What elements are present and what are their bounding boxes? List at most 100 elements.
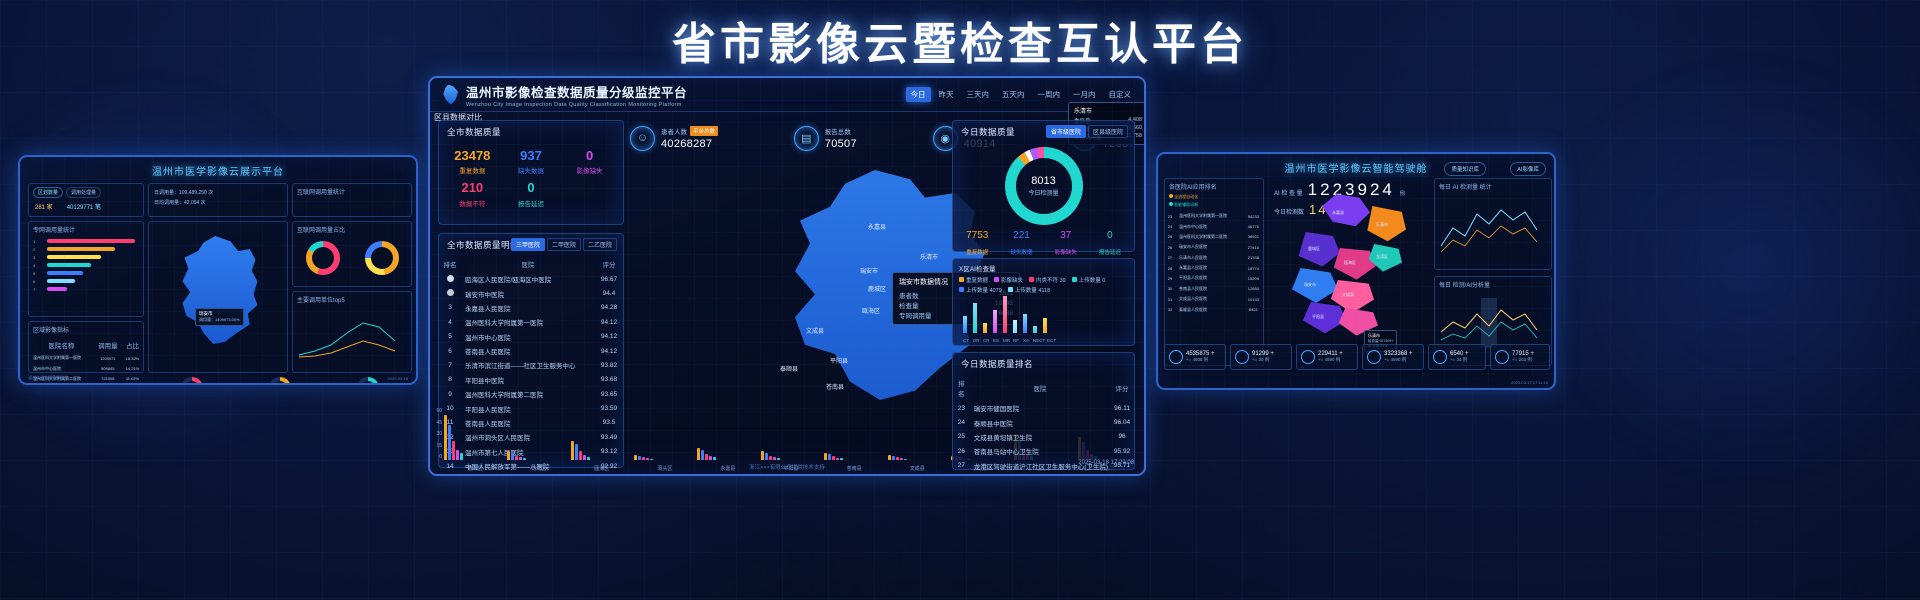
list-item[interactable]: 28 永嘉县人民医院 18774 bbox=[1167, 265, 1259, 271]
list-item[interactable]: 23 温州医科大学附属第一医院 54233 bbox=[1167, 213, 1259, 219]
kpi-label-0: 患者人数 bbox=[661, 129, 687, 136]
right-map[interactable]: 永嘉县 乐清市 鹿城区 瓯海区 龙湾区 瑞安市 文成县 平阳县 乐清市 检查量 … bbox=[1268, 194, 1418, 352]
scan-icon bbox=[1235, 350, 1249, 364]
table-row: 瑞安市人民医院6124009.41% bbox=[29, 384, 143, 385]
today-tab-city[interactable]: 省市级医院 bbox=[1045, 125, 1086, 138]
xray-bars bbox=[963, 295, 1128, 333]
list-item[interactable]: 32 泰顺县人民医院 8421 bbox=[1167, 306, 1258, 313]
center-time-tabs[interactable]: 今日 昨天 三天内 五天内 一周内 一月内 自定义 bbox=[905, 87, 1137, 102]
left-stat-tabs[interactable]: 区划数量 调用处理量 281 家 40129771 笔 bbox=[28, 183, 144, 217]
quality-item-4: 0 报告延迟 bbox=[517, 180, 544, 208]
left-top-line-0: 日调用量：109,489,250 次 bbox=[154, 190, 214, 196]
table-row[interactable]: 4 温州医科大学附属第一医院 94.12 bbox=[448, 318, 618, 328]
ratio-title: 区县数据对比 bbox=[434, 113, 482, 122]
table-row[interactable]: 27 龙港区驾驶街道沪江社区卫生服务中心(卫生院) 95.71 bbox=[957, 462, 1131, 471]
list-item[interactable]: 29 平阳县人民医院 15209 bbox=[1167, 275, 1259, 281]
donut-value: 8013 bbox=[1031, 175, 1056, 187]
left-panel-title: 温州市医学影像云展示平台 bbox=[152, 167, 284, 178]
list-item[interactable]: 24 温州市中心医院 46770 bbox=[1167, 223, 1259, 230]
table-row[interactable]: 3 永嘉县人民医院 94.28 bbox=[448, 304, 618, 313]
footer-card-5[interactable]: 77915 + += 203 例 bbox=[1490, 344, 1550, 370]
tab-week[interactable]: 一周内 bbox=[1037, 90, 1061, 99]
left-gauges: 25 847721 5449524 bbox=[148, 377, 412, 383]
table-row: 温州医科大学附属第二医院 721008 11.02% bbox=[33, 375, 140, 382]
list-item[interactable]: 30 苍南县人民医院 12660 bbox=[1167, 285, 1259, 292]
left-table-col-0: 医院名称 bbox=[48, 343, 75, 350]
table-row[interactable]: 24 泰顺县中医院 96.04 bbox=[957, 419, 1131, 428]
left-stat-value-0: 281 家 bbox=[35, 205, 53, 211]
footer-card-1[interactable]: 91299 + += 30 例 bbox=[1230, 344, 1292, 370]
footer-card-2[interactable]: 229411 + += 4590 例 bbox=[1296, 344, 1358, 370]
table-row[interactable]: 14 中国人民解放军第——八医院 92.92 bbox=[446, 462, 618, 472]
footer-card-0[interactable]: 4535875 + += 4608 例 bbox=[1164, 344, 1226, 370]
tab-5days[interactable]: 五天内 bbox=[1002, 90, 1025, 99]
table-row[interactable]: 25 文成县黄坦镇卫生院 96 bbox=[957, 433, 1126, 442]
ai-image-library-button[interactable]: AI影像库 bbox=[1510, 162, 1546, 176]
center-timestamp: 2025-03-18 17:29:08 bbox=[1078, 460, 1134, 466]
detail-col-2: 评分 bbox=[602, 262, 616, 269]
list-item[interactable]: 31 文成县人民医院 10133 bbox=[1167, 296, 1259, 302]
left-card-title-2: 区域影像指标 bbox=[33, 328, 70, 334]
kpi-patients: ☺ 患者人数 平台总数 40268287 bbox=[630, 118, 719, 158]
detail-tab-2[interactable]: 二乙医院 bbox=[582, 238, 617, 251]
kpi-label-1: 报告总数 bbox=[824, 129, 851, 136]
table-row[interactable]: 瓯海区人民医院/瓯海区中医院 96.67 bbox=[439, 272, 623, 286]
table-row[interactable]: 瑞安市中医院 94.4 bbox=[439, 286, 623, 300]
right-dashboard-screen: 温州市医学影像云智能驾驶舱 质量知识库 AI影像库 各医院AI应用排名 全流程自… bbox=[1156, 152, 1556, 390]
list-item[interactable]: 27 乐清市人民医院 21338 bbox=[1167, 254, 1259, 261]
right-line-chart-bottom bbox=[1440, 298, 1538, 348]
map-label-3: 瓯海区 bbox=[862, 309, 881, 315]
footer-card-3[interactable]: 3323368 + += 4590 例 bbox=[1362, 344, 1424, 370]
left-map-shape[interactable] bbox=[182, 236, 258, 344]
left-stat-tab-0[interactable]: 区划数量 bbox=[33, 187, 64, 198]
today-rank-title: 今日数据质量排名 bbox=[961, 359, 1034, 369]
ai-volume-value: 1223924 bbox=[1307, 180, 1395, 199]
table-row[interactable]: 9 温州医科大学附属第二医院 93.65 bbox=[448, 390, 618, 400]
tab-today[interactable]: 今日 bbox=[905, 87, 931, 102]
map-region-0[interactable] bbox=[1322, 194, 1370, 227]
quality-item-2: 0 影像缺失 bbox=[576, 148, 603, 176]
table-row[interactable]: 10 平阳县人民医院 93.59 bbox=[446, 405, 618, 414]
chart-icon bbox=[1367, 350, 1381, 364]
tab-month[interactable]: 一月内 bbox=[1073, 90, 1096, 99]
kpi-reports: ▤ 报告总数 70507 bbox=[793, 118, 857, 158]
left-map-card: 瑞安市 调用量：1409973.00% bbox=[148, 221, 288, 373]
list-item[interactable]: 25 温州医科大学附属第二医院 38921 bbox=[1167, 233, 1259, 240]
table-row[interactable]: 23 瑞安市健国医院 96.11 bbox=[957, 404, 1130, 414]
table-row[interactable]: 8 平阳县中医院 93.68 bbox=[448, 376, 618, 385]
left-footer-left: 温州市卫生健康委员会 bbox=[28, 375, 68, 380]
today-tab-district[interactable]: 区县级医院 bbox=[1087, 125, 1128, 138]
tab-custom[interactable]: 自定义 bbox=[1108, 90, 1132, 99]
right-chart-top-title: 每日 AI 检测量 统计 bbox=[1439, 185, 1492, 191]
detail-tab-0[interactable]: 三甲医院 bbox=[510, 238, 545, 251]
table-row[interactable]: 6 苍南县人民医院 94.12 bbox=[448, 347, 618, 357]
medal-icon bbox=[446, 289, 454, 297]
tab-yesterday[interactable]: 昨天 bbox=[938, 90, 954, 99]
list-item[interactable]: 26 瑞安市人民医院 27410 bbox=[1167, 244, 1259, 250]
detail-card-title: 全市数据质量明细 bbox=[447, 240, 520, 250]
quality-item-3: 210 数据不符 bbox=[459, 180, 486, 208]
map-region-2[interactable] bbox=[1298, 232, 1340, 267]
table-row[interactable]: 7 乐清市滨江街道——社区卫生服务中心 93.82 bbox=[448, 361, 618, 371]
detail-card-tabs[interactable]: 三甲医院 二甲医院 二乙医院 bbox=[510, 238, 617, 251]
table-row[interactable]: 5 温州市中心医院 94.12 bbox=[448, 333, 618, 342]
map-region-3[interactable] bbox=[1333, 248, 1376, 280]
today-card-tabs[interactable]: 省市级医院 区县级医院 bbox=[1045, 125, 1128, 138]
kpi-value-1: 70507 bbox=[824, 138, 857, 150]
map-label-9: 泰顺县 bbox=[780, 367, 799, 373]
left-footer-right: 2025-03-18 bbox=[387, 376, 408, 381]
map-label-2: 鹿城区 bbox=[868, 287, 887, 293]
report-icon: ▤ bbox=[793, 125, 819, 151]
detail-tab-1[interactable]: 二甲医院 bbox=[546, 238, 581, 251]
quality-item-1: 937 缺失数据 bbox=[517, 148, 544, 176]
footer-card-4[interactable]: 6540 + += 34 例 bbox=[1428, 344, 1486, 370]
table-row[interactable]: 26 苍南县马站中心卫生院 95.92 bbox=[957, 447, 1131, 457]
knowledge-base-button[interactable]: 质量知识库 bbox=[1444, 162, 1486, 176]
map-region-7[interactable] bbox=[1302, 302, 1346, 334]
table-row[interactable]: 11 苍南县人民医院 93.5 bbox=[446, 419, 616, 428]
left-top-line-1: 日均调用量：42,094 次 bbox=[154, 200, 206, 206]
left-stat-tab-1[interactable]: 调用处理量 bbox=[66, 187, 102, 198]
map-label-7: 平阳县 bbox=[830, 359, 849, 365]
tab-3days[interactable]: 三天内 bbox=[966, 90, 990, 99]
table-row[interactable]: 28瓯海区潘桥镇health中心卫生院95.66 bbox=[953, 473, 1134, 474]
